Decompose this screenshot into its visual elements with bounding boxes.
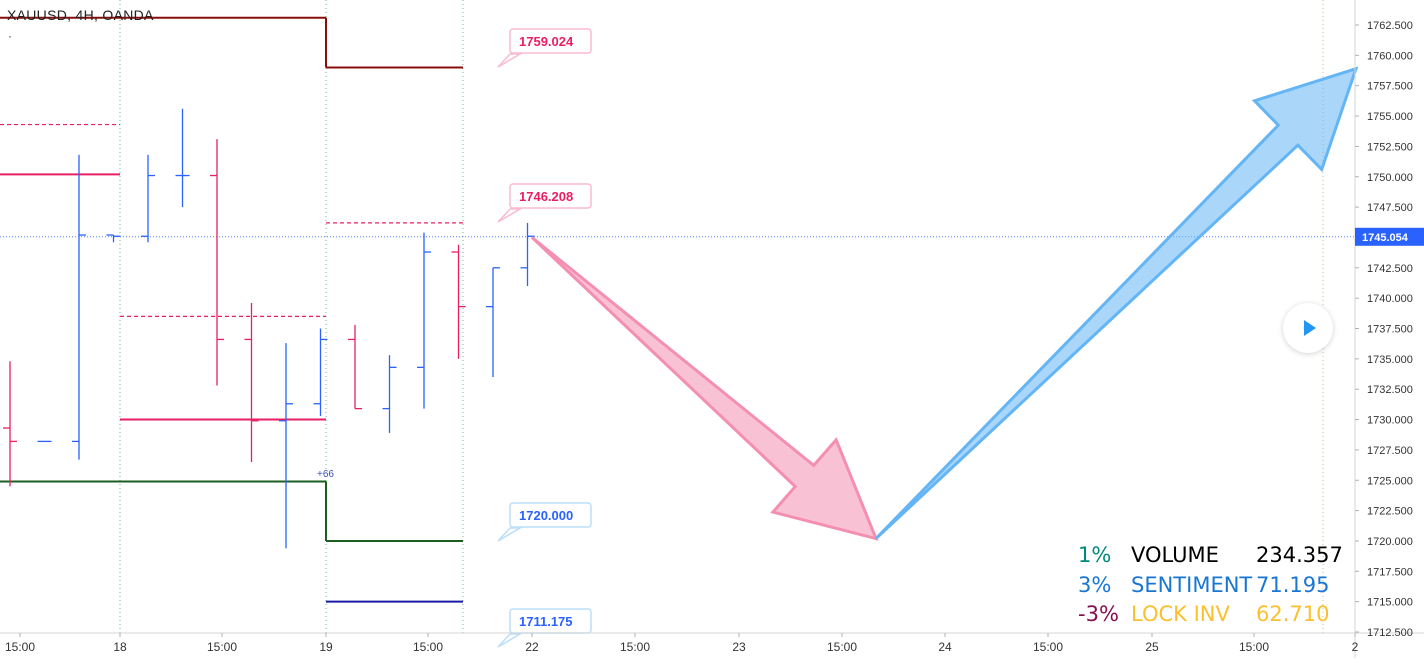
ohlc-bar bbox=[382, 355, 397, 433]
ohlc-bar bbox=[3, 361, 17, 487]
ohlc-bar bbox=[451, 244, 466, 359]
time-tick-label: 15:00 bbox=[5, 640, 35, 654]
price-callout-box bbox=[509, 183, 592, 209]
ohlc-bar bbox=[141, 154, 155, 243]
stat-volume-name: VOLUME bbox=[1131, 543, 1219, 567]
ohlc-bar bbox=[348, 324, 362, 410]
price-tick-label: 1735.000 bbox=[1367, 354, 1413, 366]
time-tick-label: 15:00 bbox=[827, 640, 857, 654]
price-tick-label: 1755.000 bbox=[1367, 111, 1413, 123]
symbol-label: XAUUSD, 4H, OANDA bbox=[7, 7, 154, 23]
grid-layer bbox=[0, 0, 1355, 633]
price-tick-label: 1712.500 bbox=[1367, 627, 1413, 639]
stat-lock-inv-pct: -3% bbox=[1078, 602, 1119, 626]
bar-layer bbox=[3, 108, 535, 549]
price-callout-tail bbox=[497, 208, 523, 223]
offset-label: +66 bbox=[317, 469, 334, 480]
up-arrow-shape bbox=[874, 66, 1359, 540]
price-callout-tail bbox=[497, 633, 523, 648]
time-tick-label: 18 bbox=[113, 640, 127, 654]
current-price-box bbox=[1355, 227, 1424, 246]
ohlc-bar bbox=[244, 303, 259, 463]
price-tick-label: 1717.500 bbox=[1367, 566, 1413, 578]
price-callout-tail bbox=[497, 527, 523, 542]
price-tick-label: 1742.500 bbox=[1367, 263, 1413, 275]
stat-sentiment-value: 71.195 bbox=[1256, 572, 1330, 597]
time-tick-label: 24 bbox=[938, 640, 952, 654]
ohlc-bar bbox=[417, 232, 431, 409]
price-callout-box bbox=[509, 502, 592, 528]
price-tick-label: 1750.000 bbox=[1367, 172, 1413, 184]
time-tick-label: 23 bbox=[732, 640, 746, 654]
price-callout: 1720.000 bbox=[497, 502, 592, 542]
price-tick-label: 1757.500 bbox=[1367, 81, 1413, 93]
time-tick-label: 15:00 bbox=[207, 640, 237, 654]
price-tick-label: 1732.500 bbox=[1367, 384, 1413, 396]
price-tick-label: 1727.500 bbox=[1367, 445, 1413, 457]
scroll-to-realtime-button[interactable] bbox=[1283, 303, 1333, 353]
stat-lock-inv-value: 62.710 bbox=[1256, 602, 1330, 626]
price-callout: 1759.024 bbox=[497, 28, 592, 68]
ohlc-bar bbox=[72, 154, 86, 460]
price-tick-label: 1720.000 bbox=[1367, 536, 1413, 548]
price-callout-label: 1746.208 bbox=[519, 189, 573, 204]
time-tick-label: 15:00 bbox=[1033, 640, 1063, 654]
level-layer: +66 bbox=[0, 16, 463, 603]
price-callout: 1711.175 bbox=[497, 608, 592, 648]
price-callout-box bbox=[509, 28, 592, 54]
ohlc-bar bbox=[106, 234, 121, 243]
price-tick-label: 1747.500 bbox=[1367, 202, 1413, 214]
price-tick-label: 1760.000 bbox=[1367, 50, 1413, 62]
time-tick-label: 2 bbox=[1352, 640, 1359, 654]
callout-layer: 1759.024 1746.208 1720.000 1711.175 bbox=[497, 28, 592, 648]
arrow-layer bbox=[530, 66, 1359, 541]
time-tick-label: 22 bbox=[525, 640, 539, 654]
stat-volume-value: 234.357 bbox=[1256, 543, 1343, 567]
price-tick-label: 1722.500 bbox=[1367, 506, 1413, 518]
stat-volume-pct: 1% bbox=[1078, 543, 1112, 567]
time-tick-label: 25 bbox=[1145, 640, 1159, 654]
price-tick-label: 1740.000 bbox=[1367, 293, 1413, 305]
stat-sentiment-pct: 3% bbox=[1078, 572, 1112, 597]
symbol-sub: · bbox=[8, 29, 12, 43]
current-price-label: 1745.054 bbox=[1362, 232, 1409, 244]
time-tick-label: 15:00 bbox=[620, 640, 650, 654]
stat-lock-inv-name: LOCK INV bbox=[1131, 602, 1230, 626]
price-callout-label: 1759.024 bbox=[519, 34, 574, 49]
ohlc-bar bbox=[210, 139, 224, 386]
ohlc-bar bbox=[520, 222, 535, 287]
ohlc-bar bbox=[279, 343, 293, 549]
price-tick-label: 1725.000 bbox=[1367, 475, 1413, 487]
price-tick-label: 1737.500 bbox=[1367, 324, 1413, 336]
price-callout-label: 1720.000 bbox=[519, 508, 573, 523]
ohlc-bar bbox=[175, 108, 190, 208]
time-tick-label: 19 bbox=[319, 640, 333, 654]
time-tick-label: 15:00 bbox=[413, 640, 443, 654]
time-tick-label: 15:00 bbox=[1239, 640, 1269, 654]
ohlc-bar bbox=[486, 267, 500, 378]
price-tick-label: 1730.000 bbox=[1367, 415, 1413, 427]
price-tick-label: 1752.500 bbox=[1367, 141, 1413, 153]
down-arrow-shape bbox=[530, 236, 879, 541]
price-tick-label: 1715.000 bbox=[1367, 597, 1413, 609]
ohlc-bar bbox=[313, 328, 328, 416]
play-icon bbox=[1304, 320, 1316, 336]
price-tick-label: 1762.500 bbox=[1367, 20, 1413, 32]
price-callout-label: 1711.175 bbox=[519, 614, 573, 629]
stat-sentiment-name: SENTIMENT bbox=[1131, 572, 1253, 597]
price-callout-tail bbox=[497, 53, 523, 68]
price-callout: 1746.208 bbox=[497, 183, 592, 223]
